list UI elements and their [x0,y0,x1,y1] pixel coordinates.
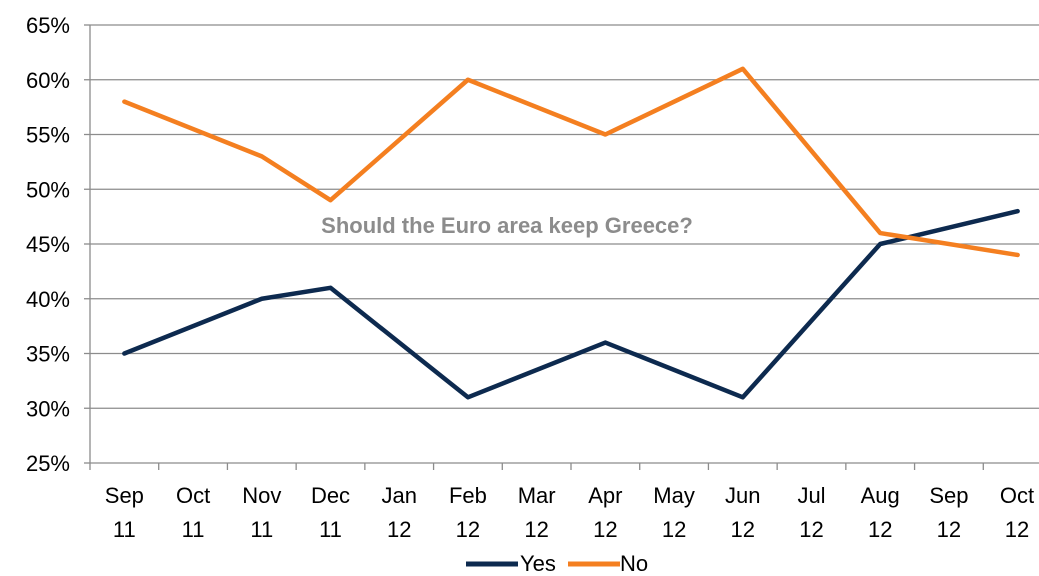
x-tick-label-month: Feb [449,483,487,508]
x-tick-label-year: 12 [731,517,755,542]
x-tick-label-month: Sep [929,483,968,508]
series-line-yes [122,208,1020,400]
x-tick-label-year: 12 [799,517,823,542]
legend: Yes No [466,551,648,576]
y-tick-label: 55% [26,123,70,148]
x-tick-label-year: 12 [593,517,617,542]
x-axis-tick-labels: Sep 11 Oct 11 Nov 11 Dec 11 Jan 12 Feb 12 Mar 12 Apr 12… [105,483,1034,542]
x-tick-label-month: Sep [105,483,144,508]
y-tick-label: 60% [26,68,70,93]
y-tick-label: 45% [26,232,70,257]
y-tick-label: 30% [26,396,70,421]
x-tick-label-year: 12 [456,517,480,542]
axes [84,24,1039,470]
y-tick-label: 35% [26,342,70,367]
x-tick-label-month: Oct [176,483,210,508]
legend-label-no: No [620,551,648,571]
y-axis-tick-labels: 25% 30% 35% 40% 45% 50% 55% 60% 65% [26,13,70,476]
x-tick-label-year: 11 [113,517,136,542]
x-tick-label-month: Dec [311,483,350,508]
x-tick-label-year: 12 [868,517,892,542]
x-tick-label-month: Oct [1000,483,1034,508]
y-tick-label: 40% [26,287,70,312]
x-tick-label-month: Jul [797,483,825,508]
x-tick-label-year: 12 [387,517,411,542]
x-tick-label-month: May [653,483,695,508]
x-tick-label-month: Apr [588,483,622,508]
x-tick-label-year: 11 [250,517,273,542]
x-tick-label-month: Jun [725,483,760,508]
x-tick-label-year: 11 [319,517,342,542]
chart-title: Should the Euro area keep Greece? [321,213,693,238]
series-lines [122,66,1020,400]
y-tick-label: 25% [26,451,70,476]
x-tick-label-month: Mar [518,483,556,508]
x-tick-label-month: Aug [861,483,900,508]
x-tick-label-year: 12 [662,517,686,542]
x-tick-label-month: Jan [381,483,416,508]
x-tick-label-year: 11 [182,517,205,542]
gridlines [90,24,1039,409]
x-tick-label-year: 12 [524,517,548,542]
series-line-no [122,66,1020,258]
y-tick-label: 50% [26,177,70,202]
x-tick-label-month: Nov [242,483,281,508]
x-tick-label-year: 12 [1005,517,1029,542]
x-tick-label-year: 12 [937,517,961,542]
y-tick-label: 65% [26,13,70,38]
legend-label-yes: Yes [520,551,556,571]
